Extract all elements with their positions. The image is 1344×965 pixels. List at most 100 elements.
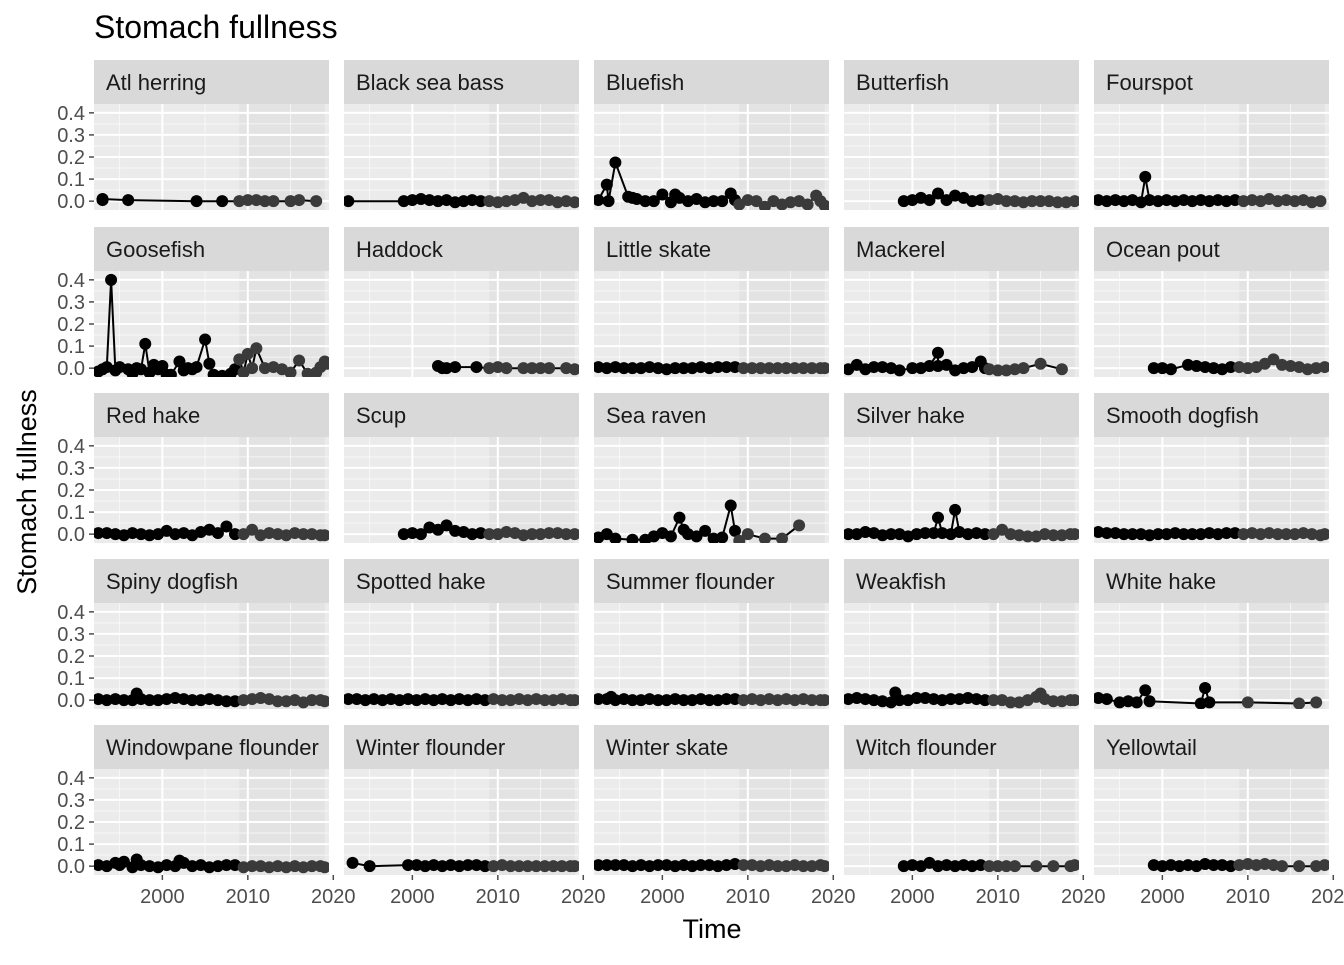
facet-panel: Sea raven [594, 393, 829, 543]
series-group [346, 856, 579, 873]
facet-panel: Red hake 0.00.10.20.30.4 [57, 393, 329, 546]
data-point [1034, 357, 1047, 370]
data-point [346, 856, 359, 869]
data-point [694, 859, 707, 872]
facet-panel: Winter skate 2000 2010 2020 [594, 725, 856, 908]
facet-strip [1094, 60, 1329, 104]
data-point [246, 523, 259, 536]
series-group [432, 359, 579, 376]
data-point [534, 194, 547, 207]
data-point [707, 195, 720, 208]
facet-label: Weakfish [856, 569, 946, 594]
facet-panel: Summer flounder [594, 559, 829, 709]
data-point [164, 368, 177, 377]
data-point [267, 195, 280, 208]
data-point [966, 361, 979, 374]
facet-panel: Goosefish 0.00.10.20.30.4 [57, 227, 329, 380]
data-point [233, 353, 246, 366]
data-point [1271, 528, 1284, 541]
data-point [609, 156, 622, 169]
data-point [609, 532, 622, 543]
data-point [216, 195, 229, 208]
y-tick-label: 0.1 [57, 502, 85, 524]
data-point [1267, 353, 1280, 366]
chart-title: Stomach fullness [94, 9, 338, 45]
data-point [707, 532, 720, 543]
data-point [944, 693, 957, 706]
y-tick-label: 0.4 [57, 768, 85, 790]
data-point [1199, 682, 1212, 695]
data-point [1143, 695, 1156, 708]
data-point [801, 198, 814, 210]
data-point [626, 533, 639, 543]
data-point [746, 362, 759, 375]
facet-label: Spiny dogfish [106, 569, 238, 594]
y-tick-label: 0.0 [57, 524, 85, 546]
data-point [526, 528, 538, 541]
facet-strip [1094, 725, 1329, 769]
data-point [602, 195, 615, 208]
series-group [594, 499, 806, 543]
data-point [720, 693, 733, 706]
data-point [1139, 170, 1152, 183]
y-tick-label: 0.2 [57, 812, 85, 834]
data-point [440, 519, 453, 532]
data-point [1051, 196, 1064, 209]
facet-label: Fourspot [1106, 70, 1193, 95]
data-point [318, 695, 329, 708]
data-point [927, 527, 940, 540]
facet-panel: Weakfish [844, 559, 1079, 709]
data-point [677, 694, 690, 707]
data-point [305, 860, 318, 873]
data-point [818, 860, 829, 873]
data-point [729, 524, 741, 537]
facet-strip [594, 725, 829, 769]
series-group [594, 156, 829, 210]
data-point [885, 528, 897, 541]
data-point [652, 859, 665, 872]
x-tick-label: 2000 [640, 886, 685, 908]
data-point [720, 361, 733, 374]
y-tick-label: 0.2 [57, 147, 85, 169]
x-tick-label: 2010 [226, 886, 271, 908]
data-point [617, 362, 630, 375]
data-point [344, 195, 355, 208]
data-point [893, 694, 906, 707]
facet-label: Windowpane flounder [106, 735, 319, 760]
data-point [258, 195, 271, 208]
series-group [94, 520, 329, 542]
data-point [974, 194, 987, 207]
x-tick-label: 2010 [476, 886, 521, 908]
data-point [788, 362, 801, 375]
series-group [594, 857, 829, 873]
data-point [600, 178, 613, 191]
data-point [991, 364, 1004, 377]
data-point [284, 366, 297, 377]
data-point [363, 860, 376, 873]
data-point [893, 364, 906, 377]
series-group [897, 187, 1079, 209]
facet-strip [94, 559, 329, 603]
data-point [1207, 859, 1220, 872]
facet-label: Little skate [606, 237, 711, 262]
data-point [203, 357, 216, 370]
series-group [1147, 857, 1329, 873]
data-point [797, 860, 810, 873]
facet-strip [1094, 559, 1329, 603]
x-tick-label: 2000 [1140, 886, 1185, 908]
x-tick-label: 2010 [976, 886, 1021, 908]
series-group [844, 346, 1068, 377]
data-point [626, 694, 639, 707]
data-point [538, 860, 551, 873]
facet-label: Winter skate [606, 735, 728, 760]
data-point [656, 188, 669, 201]
data-point [932, 346, 944, 359]
facet-label: Yellowtail [1106, 735, 1197, 760]
y-tick-label: 0.3 [57, 624, 85, 646]
data-point [530, 860, 543, 873]
data-point [711, 361, 724, 374]
data-point [1034, 195, 1047, 208]
facet-panel: Witch flounder 2000 2010 2020 [844, 725, 1106, 908]
data-point [818, 694, 829, 707]
facet-strip [94, 725, 329, 769]
